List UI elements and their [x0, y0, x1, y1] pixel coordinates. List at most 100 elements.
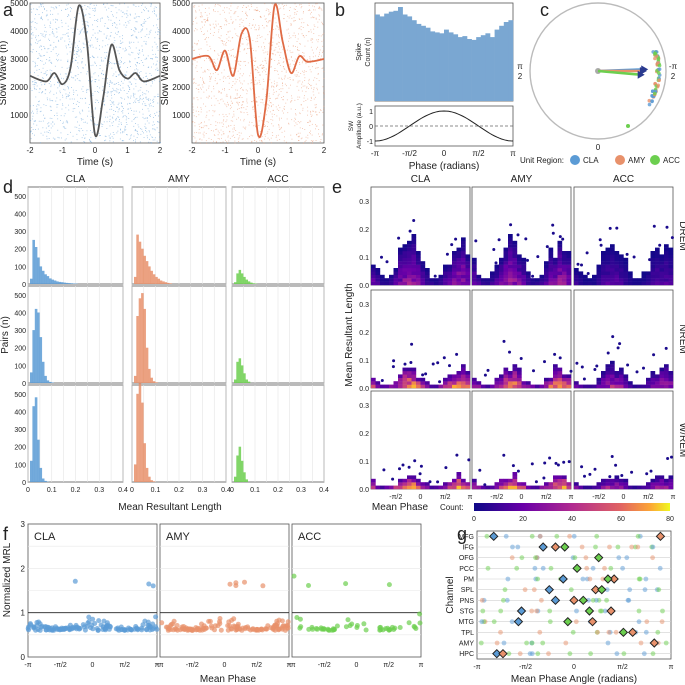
- mrl-point: [165, 627, 171, 633]
- spike-dot: [95, 37, 96, 39]
- spike-dot: [133, 113, 135, 115]
- spike-dot: [277, 84, 279, 86]
- channel-point: [506, 651, 512, 657]
- channel-point: [636, 576, 642, 582]
- spike-dot: [63, 126, 65, 128]
- heatmap-cell: [557, 485, 563, 490]
- spike-dot: [39, 88, 40, 90]
- outlier-point: [455, 453, 459, 457]
- outlier-point: [595, 364, 599, 368]
- heatmap-cell: [407, 374, 412, 378]
- spike-dot: [193, 98, 195, 100]
- spike-dot: [293, 120, 295, 122]
- spike-dot: [230, 16, 232, 18]
- heatmap-cell: [472, 264, 477, 269]
- spike-dot: [97, 38, 99, 40]
- spike-dot: [46, 13, 48, 15]
- spike-dot: [111, 62, 113, 64]
- spike-dot: [45, 127, 47, 129]
- channel-label-pcc: PCC: [459, 566, 474, 573]
- spike-dot: [193, 21, 194, 22]
- spike-dot: [94, 62, 96, 64]
- spike-dot: [108, 19, 110, 21]
- spike-dot: [130, 41, 132, 43]
- spike-dot: [127, 67, 128, 68]
- spike-dot: [315, 140, 317, 141]
- heatmap-cell: [411, 247, 417, 252]
- heatmap-cell: [456, 381, 462, 385]
- spike-dot: [65, 127, 67, 129]
- spike-dot: [82, 118, 84, 120]
- spike-dot: [117, 104, 119, 106]
- spike-dot: [128, 91, 130, 92]
- spike-dot: [204, 121, 205, 123]
- spike-dot: [69, 47, 71, 48]
- spike-dot: [49, 40, 50, 41]
- heatmap-cell: [614, 264, 620, 269]
- mrl-point: [59, 626, 65, 632]
- mrl-point: [107, 623, 113, 629]
- spike-dot: [156, 140, 158, 142]
- spike-dot: [216, 83, 218, 85]
- spike-dot: [271, 3, 273, 4]
- spike-dot: [138, 63, 140, 64]
- spike-dot: [121, 132, 123, 134]
- y-tick-label: 0.3: [359, 302, 369, 309]
- heatmap-cell: [596, 274, 602, 279]
- spike-dot: [78, 124, 80, 126]
- spike-dot: [210, 28, 211, 30]
- heatmap-cell: [655, 264, 660, 269]
- spike-dot: [278, 45, 280, 47]
- spike-dot: [102, 89, 103, 91]
- heatmap-cell: [668, 482, 674, 486]
- spike-dot: [142, 113, 144, 115]
- spike-dot: [45, 34, 47, 35]
- spike-dot: [100, 57, 102, 59]
- spike-dot: [221, 92, 222, 94]
- spike-dot: [124, 3, 125, 5]
- heatmap-cell: [610, 485, 615, 490]
- heatmap-cell: [371, 485, 376, 490]
- heatmap-cell: [411, 485, 417, 490]
- x-tick-label: π: [468, 494, 473, 501]
- spike-dot: [120, 128, 121, 130]
- spike-dot: [198, 132, 200, 134]
- heatmap-cell: [407, 485, 412, 490]
- spike-dot: [294, 13, 296, 15]
- x-axis-label: Time (s): [77, 157, 113, 168]
- spike-dot: [127, 85, 129, 86]
- spike-dot: [154, 96, 156, 98]
- heatmap-cell: [503, 281, 509, 286]
- spike-dot: [290, 101, 292, 103]
- spike-dot: [219, 91, 220, 93]
- spike-dot: [104, 99, 106, 101]
- spike-dot: [208, 7, 210, 9]
- spike-dot: [204, 21, 206, 23]
- spike-dot: [276, 43, 278, 45]
- spike-dot: [252, 40, 254, 41]
- spike-dot: [159, 13, 161, 15]
- spike-dot: [79, 80, 81, 82]
- heatmap-cell: [619, 268, 624, 272]
- spike-dot: [78, 67, 79, 69]
- spike-dot: [305, 100, 307, 101]
- spike-dot: [215, 25, 217, 27]
- spike-dot: [215, 62, 216, 64]
- heatmap-cell: [481, 281, 486, 286]
- spike-dot: [79, 48, 81, 50]
- spike-dot: [277, 26, 279, 28]
- heatmap-cell: [521, 485, 527, 490]
- spike-dot: [233, 124, 235, 126]
- mrl-point: [81, 624, 87, 630]
- hist-bar: [44, 274, 47, 284]
- spike-dot: [143, 132, 144, 134]
- heatmap-cell: [605, 367, 611, 372]
- spike-dot: [241, 107, 243, 109]
- spike-dot: [102, 70, 104, 72]
- heatmap-cell: [601, 377, 606, 382]
- spike-dot: [57, 87, 59, 89]
- spike-dot: [265, 10, 267, 11]
- spike-dot: [256, 102, 258, 103]
- channel-point: [529, 533, 535, 539]
- spike-dot: [245, 13, 246, 14]
